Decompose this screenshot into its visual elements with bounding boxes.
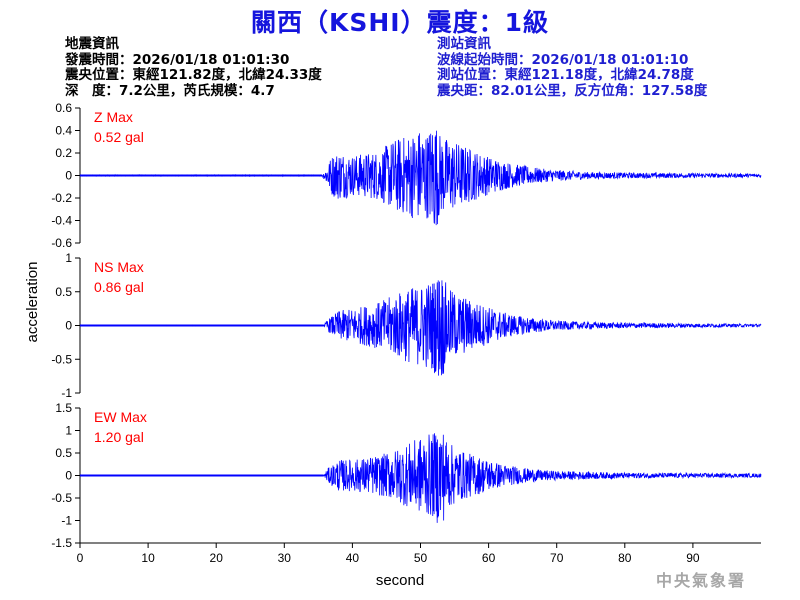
waveform-ew	[79, 433, 762, 523]
y-tick-label-z: -0.4	[51, 214, 72, 228]
station-location: 測站位置：東經121.18度，北緯24.78度	[437, 67, 694, 83]
y-tick-label-ew: 0.5	[55, 446, 72, 460]
x-tick-label: 10	[141, 551, 155, 565]
y-tick-label-ew: 1.5	[55, 401, 72, 415]
max-value-ew: 1.20 gal	[94, 429, 144, 445]
x-tick-label: 30	[278, 551, 292, 565]
y-tick-label-ns: 0	[65, 319, 72, 333]
earthquake-info-heading: 地震資訊	[65, 36, 119, 52]
x-tick-label: 20	[210, 551, 224, 565]
waveform-ns	[79, 280, 762, 376]
origin-time: 發震時間：2026/01/18 01:01:30	[65, 51, 290, 68]
x-tick-label: 80	[618, 551, 632, 565]
x-tick-label: 50	[414, 551, 428, 565]
y-tick-label-z: -0.2	[51, 191, 72, 205]
y-tick-label-z: 0.6	[55, 101, 72, 115]
station-info-block: 測站資訊 波線起始時間：2026/01/18 01:01:10 測站位置：東經1…	[437, 36, 708, 99]
y-tick-label-ew: 0	[65, 469, 72, 483]
wave-start-time: 波線起始時間：2026/01/18 01:01:10	[437, 51, 689, 68]
y-tick-label-ns: -1	[61, 386, 72, 400]
earthquake-info-block: 地震資訊 發震時間：2026/01/18 01:01:30 震央位置：東經121…	[65, 36, 322, 99]
y-tick-label-ew: 1	[65, 424, 72, 438]
x-tick-label: 90	[686, 551, 700, 565]
y-tick-label-z: 0.2	[55, 146, 72, 160]
y-tick-label-ns: 0.5	[55, 285, 72, 299]
y-tick-label-z: -0.6	[51, 236, 72, 250]
cwa-watermark: 中央氣象署	[655, 571, 746, 590]
max-value-z: 0.52 gal	[94, 129, 144, 145]
depth-magnitude: 深 度：7.2公里，芮氏規模：4.7	[65, 82, 275, 99]
max-label-z: Z Max	[94, 109, 133, 125]
x-tick-label: 70	[550, 551, 564, 565]
y-tick-label-ns: 1	[65, 251, 72, 265]
epicenter-location: 震央位置：東經121.82度，北緯24.33度	[65, 67, 322, 83]
page-title: 關西（KSHI）震度：1級	[251, 8, 549, 37]
y-tick-label-ns: -0.5	[51, 352, 72, 366]
epicentral-distance: 震央距：82.01公里，反方位角：127.58度	[437, 82, 708, 99]
x-tick-label: 0	[77, 551, 84, 565]
station-info-heading: 測站資訊	[437, 36, 491, 52]
y-tick-label-ew: -0.5	[51, 491, 72, 505]
x-tick-label: 40	[346, 551, 360, 565]
y-tick-label-ew: -1.5	[51, 536, 72, 550]
x-tick-label: 60	[482, 551, 496, 565]
max-label-ns: NS Max	[94, 259, 144, 275]
x-axis-title: second	[376, 572, 424, 589]
y-tick-label-z: 0.4	[55, 124, 72, 138]
waveform-z	[79, 130, 762, 226]
y-axis-title: acceleration	[24, 262, 41, 343]
y-tick-label-z: 0	[65, 169, 72, 183]
y-tick-label-ew: -1	[61, 514, 72, 528]
max-value-ns: 0.86 gal	[94, 279, 144, 295]
max-label-ew: EW Max	[94, 409, 147, 425]
